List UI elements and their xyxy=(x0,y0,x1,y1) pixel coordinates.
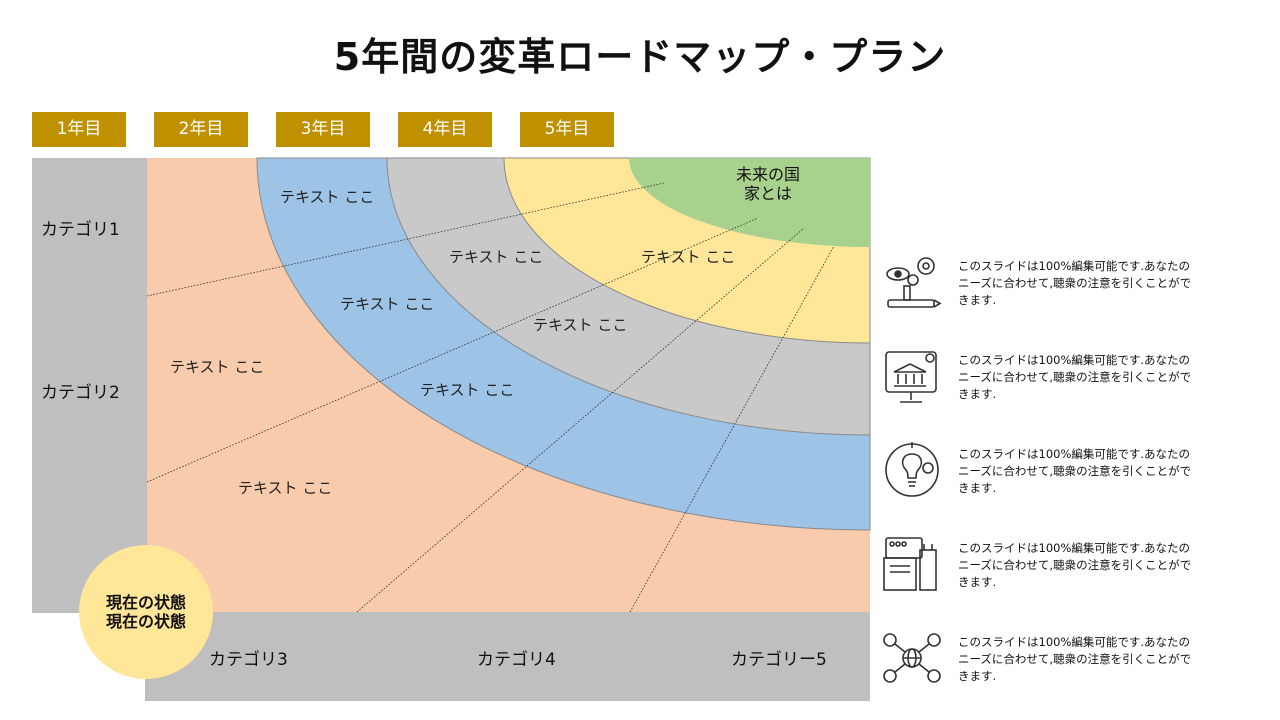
year-header-4: 4年目 xyxy=(398,112,492,147)
ring-text-peach-1: テキスト ここ xyxy=(170,358,265,376)
side-item-4: このスライドは100%編集可能です.あなたの ニーズに合わせて,聴衆の注意を引く… xyxy=(880,534,1260,598)
side-item-text: このスライドは100%編集可能です.あなたの ニーズに合わせて,聴衆の注意を引く… xyxy=(958,446,1248,497)
current-line-2: 現在の状態 xyxy=(105,612,186,631)
side-text-line: きます. xyxy=(958,293,997,307)
future-line-1: 未来の国 xyxy=(735,165,800,184)
year-header-3: 3年目 xyxy=(276,112,370,147)
category-5-label: カテゴリー5 xyxy=(731,650,827,670)
side-text-line: ニーズに合わせて,聴衆の注意を引くことがで xyxy=(958,558,1192,572)
side-item-text: このスライドは100%編集可能です.あなたの ニーズに合わせて,聴衆の注意を引く… xyxy=(958,352,1248,403)
category-bottom-band xyxy=(145,612,870,701)
side-item-3: このスライドは100%編集可能です.あなたの ニーズに合わせて,聴衆の注意を引く… xyxy=(880,440,1260,504)
side-text-line: きます. xyxy=(958,669,997,683)
side-text-line: このスライドは100%編集可能です.あなたの xyxy=(958,353,1191,367)
side-text-line: きます. xyxy=(958,575,997,589)
year-header-2: 2年目 xyxy=(154,112,248,147)
roadmap-rings xyxy=(146,157,871,613)
side-item-2: このスライドは100%編集可能です.あなたの ニーズに合わせて,聴衆の注意を引く… xyxy=(880,346,1260,410)
side-item-1: このスライドは100%編集可能です.あなたの ニーズに合わせて,聴衆の注意を引く… xyxy=(880,252,1260,316)
side-text-line: ニーズに合わせて,聴衆の注意を引くことがで xyxy=(958,276,1192,290)
side-text-line: きます. xyxy=(958,387,997,401)
category-1-label: カテゴリ1 xyxy=(41,220,120,240)
side-text-line: このスライドは100%編集可能です.あなたの xyxy=(958,447,1191,461)
ring-text-blue-2: テキスト ここ xyxy=(340,295,435,313)
side-text-line: このスライドは100%編集可能です.あなたの xyxy=(958,259,1191,273)
current-line-1: 現在の状態 xyxy=(105,593,186,612)
future-line-2: 家とは xyxy=(743,184,792,203)
ring-green xyxy=(629,158,870,247)
side-item-5: このスライドは100%編集可能です.あなたの ニーズに合わせて,聴衆の注意を引く… xyxy=(880,628,1260,692)
side-item-text: このスライドは100%編集可能です.あなたの ニーズに合わせて,聴衆の注意を引く… xyxy=(958,634,1248,685)
ring-text-gray-1: テキスト ここ xyxy=(449,248,544,266)
side-text-line: このスライドは100%編集可能です.あなたの xyxy=(958,635,1191,649)
side-text-line: ニーズに合わせて,聴衆の注意を引くことがで xyxy=(958,652,1192,666)
current-state-circle: 現在の状態 現在の状態 xyxy=(79,545,213,679)
page-title: 5年間の変革ロードマップ・プラン xyxy=(333,35,947,79)
ring-text-yellow-1: テキスト ここ xyxy=(641,248,736,266)
side-item-text: このスライドは100%編集可能です.あなたの ニーズに合わせて,聴衆の注意を引く… xyxy=(958,540,1248,591)
vision-pencil-gears-icon xyxy=(886,257,942,308)
lightbulb-gears-icon xyxy=(885,442,939,497)
category-2-label: カテゴリ2 xyxy=(41,383,120,403)
divider-lines xyxy=(146,182,835,613)
ring-text-gray-2: テキスト ここ xyxy=(533,316,628,334)
year-header-5: 5年目 xyxy=(520,112,614,147)
side-text-line: ニーズに合わせて,聴衆の注意を引くことがで xyxy=(958,370,1192,384)
globe-network-icon xyxy=(883,633,941,683)
city-buildings-icon xyxy=(883,537,937,591)
monitor-government-icon xyxy=(885,351,937,403)
side-text-line: ニーズに合わせて,聴衆の注意を引くことがで xyxy=(958,464,1192,478)
ring-text-blue-3: テキスト ここ xyxy=(420,381,515,399)
ring-text-peach-2: テキスト ここ xyxy=(238,479,333,497)
side-text-line: このスライドは100%編集可能です.あなたの xyxy=(958,541,1191,555)
ring-text-blue-1: テキスト ここ xyxy=(280,188,375,206)
category-left-band xyxy=(32,158,147,613)
category-3-label: カテゴリ3 xyxy=(209,650,288,670)
side-text-line: きます. xyxy=(958,481,997,495)
side-item-text: このスライドは100%編集可能です.あなたの ニーズに合わせて,聴衆の注意を引く… xyxy=(958,258,1248,309)
year-header-1: 1年目 xyxy=(32,112,126,147)
future-state-label: 未来の国 家とは xyxy=(720,165,816,203)
category-4-label: カテゴリ4 xyxy=(477,650,556,670)
